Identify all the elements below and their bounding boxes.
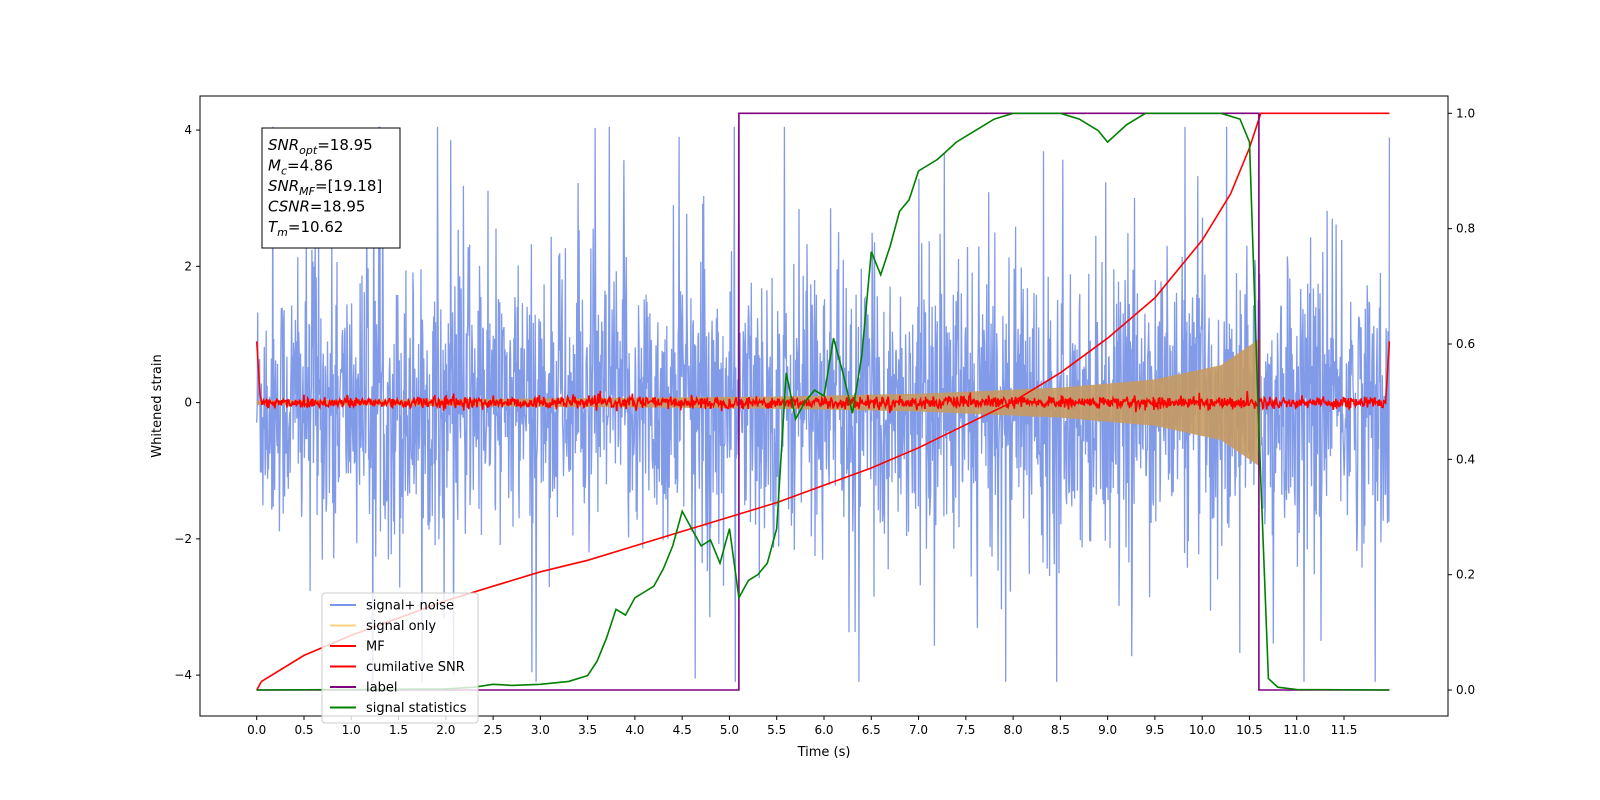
legend-entry: signal+ noise [366, 599, 454, 614]
annotation-frame [261, 127, 401, 249]
y-axis-label: Whitened strain [150, 354, 165, 457]
y-tick-label: −2 [174, 532, 192, 546]
legend-entry: signal statistics [366, 701, 467, 716]
legend: signal+ noise signal only MF cumilative SNR… [321, 592, 479, 724]
x-tick-label: 11.5 [1331, 723, 1358, 737]
y2-tick-label: 0.6 [1456, 337, 1475, 351]
x-tick-label: 11.0 [1283, 723, 1310, 737]
legend-entry: signal only [366, 619, 436, 634]
x-tick-label: 8.0 [1004, 723, 1023, 737]
x-tick-label: 6.5 [862, 723, 881, 737]
annotation-line: CSNR=18.95 [268, 198, 365, 216]
x-tick-label: 10.0 [1189, 723, 1216, 737]
y2-tick-label: 1.0 [1456, 106, 1475, 120]
x-tick-label: 1.0 [342, 723, 361, 737]
series-signal-statistics-line [256, 112, 1390, 691]
x-tick-label: 6.0 [814, 723, 833, 737]
x-tick-label: 0.5 [294, 723, 313, 737]
x-tick-label: 3.0 [531, 723, 550, 737]
x-tick-label: 4.0 [625, 723, 644, 737]
annotation-line: SNRopt=18.95 [268, 136, 373, 157]
y-tick-label: 0 [184, 396, 192, 410]
annotation-line: Tm=10.62 [268, 218, 343, 239]
x-tick-label: 3.5 [578, 723, 597, 737]
series-label-line [256, 112, 1390, 691]
x-tick-label: 4.5 [673, 723, 692, 737]
x-tick-label: 7.5 [956, 723, 975, 737]
y2-tick-label: 0.8 [1456, 222, 1475, 236]
legend-entry: label [366, 681, 397, 696]
legend-frame [321, 592, 479, 724]
x-tick-label: 1.5 [389, 723, 408, 737]
x-tick-label: 0.0 [247, 723, 266, 737]
legend-entry: MF [366, 640, 385, 655]
legend-entry: cumilative SNR [366, 660, 465, 675]
x-tick-label: 7.0 [909, 723, 928, 737]
x-tick-label: 5.0 [720, 723, 739, 737]
series-mf-line [255, 341, 1391, 414]
x-tick-label: 10.5 [1236, 723, 1263, 737]
y-tick-label: 4 [184, 123, 192, 137]
annotation-line: Mc=4.86 [268, 157, 333, 178]
y2-tick-label: 0.0 [1456, 683, 1475, 697]
axes: 0.0 0.5 1.0 1.5 2.0 2.5 3.0 3.5 4.0 4.5 5.0 5.5 6.0 6… [174, 106, 1475, 737]
y2-tick-label: 0.2 [1456, 568, 1475, 582]
x-axis-label: Time (s) [797, 745, 851, 760]
annotation-box: SNRopt=18.95Mc=4.86SNRMF=[19.18]CSNR=18.… [261, 127, 401, 249]
x-tick-label: 8.5 [1051, 723, 1070, 737]
x-tick-label: 5.5 [767, 723, 786, 737]
x-tick-label: 9.0 [1098, 723, 1117, 737]
x-tick-label: 9.5 [1145, 723, 1164, 737]
x-tick-label: 2.0 [436, 723, 455, 737]
y-tick-label: 2 [184, 259, 192, 273]
x-tick-label: 2.5 [484, 723, 503, 737]
annotation-line: SNRMF=[19.18] [268, 177, 382, 198]
y2-tick-label: 0.4 [1456, 452, 1475, 466]
y-tick-label: −4 [174, 668, 192, 682]
